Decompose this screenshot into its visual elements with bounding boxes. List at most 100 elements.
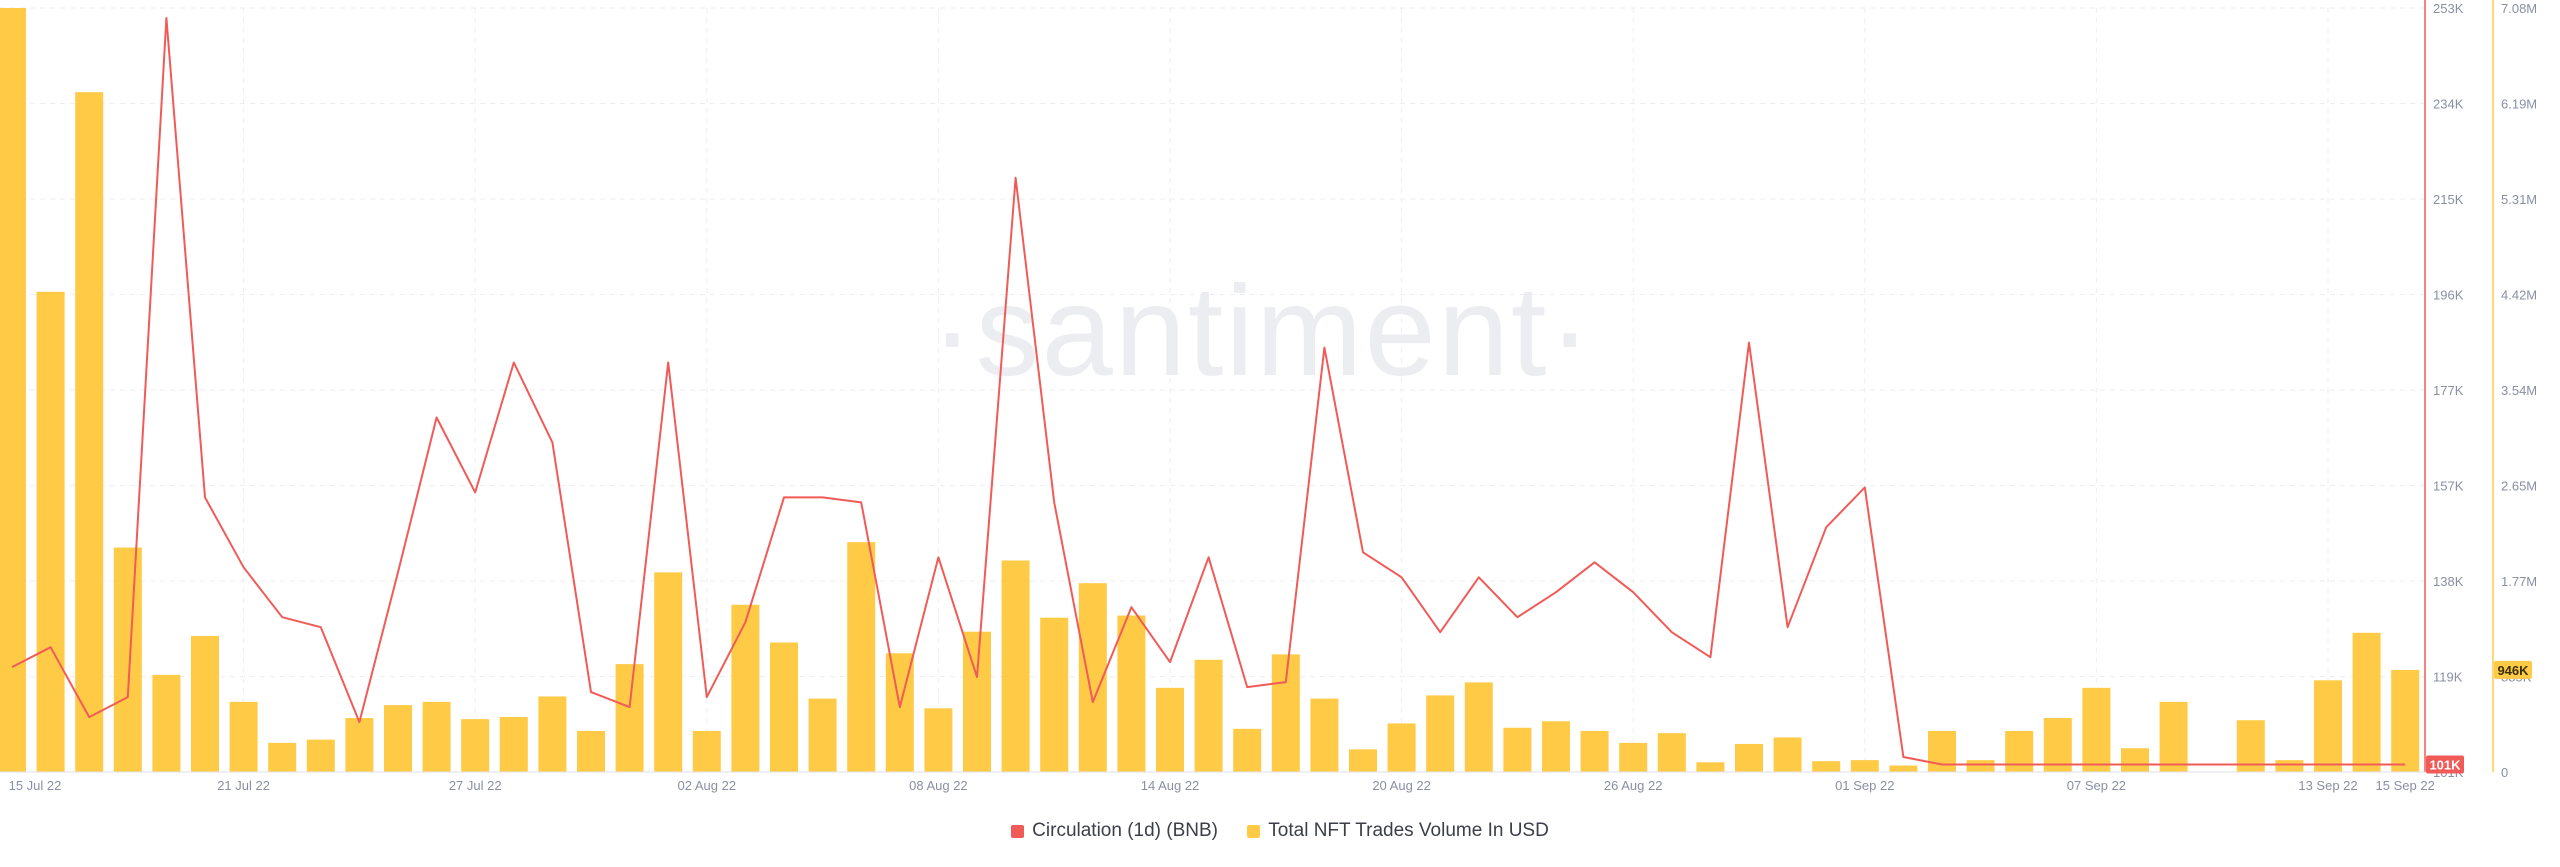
- x-axis-tick-label: 14 Aug 22: [1141, 778, 1200, 793]
- left-axis-tick-label: 234K: [2433, 97, 2464, 112]
- x-axis-tick-label: 21 Jul 22: [217, 778, 270, 793]
- left-axis-tick-label: 138K: [2433, 574, 2464, 589]
- bar-nft-volume: [345, 718, 374, 772]
- bar-nft-volume: [1542, 721, 1570, 772]
- left-axis-tick-label: 253K: [2433, 1, 2464, 16]
- x-axis-tick-label: 13 Sep 22: [2298, 778, 2357, 793]
- x-axis-labels: 15 Jul 22 21 Jul 22 27 Jul 22 02 Aug 22 08 A…: [9, 778, 2435, 793]
- bar-nft-volume: [422, 701, 451, 772]
- bar-nft-volume: [306, 739, 335, 772]
- right-axis-tick-label: 5.31M: [2501, 192, 2537, 207]
- bar-nft-volume: [1773, 737, 1802, 772]
- right-axis-tick-label: 6.19M: [2501, 97, 2537, 112]
- grid-layer: [0, 7, 2425, 773]
- left-axis-tick-label: 196K: [2433, 288, 2464, 303]
- bar-nft-volume: [1503, 727, 1532, 772]
- bar-nft-volume: [268, 742, 297, 772]
- santiment-watermark: ·santiment·: [931, 260, 1593, 403]
- x-axis-tick-label: 02 Aug 22: [678, 778, 737, 793]
- bar-nft-volume: [191, 636, 219, 772]
- bar-nft-volume: [75, 92, 104, 772]
- bar-nft-volume: [1657, 733, 1686, 772]
- bar-nft-volume: [2005, 730, 2034, 772]
- bars-layer: [0, 8, 2420, 772]
- line-circulation: [11, 17, 2406, 766]
- bar-nft-volume: [2043, 718, 2072, 772]
- bar-nft-volume: [384, 705, 412, 772]
- bar-nft-volume: [2121, 748, 2149, 772]
- bar-nft-volume: [1001, 560, 1030, 772]
- bar-nft-volume: [499, 716, 528, 772]
- bar-nft-volume: [2352, 632, 2381, 772]
- bar-nft-volume: [1735, 743, 1763, 772]
- bar-nft-volume: [229, 701, 258, 772]
- left-axis-labels: 101K119K138K157K177K196K215K234K253K: [2433, 1, 2464, 780]
- bar-nft-volume: [615, 664, 644, 772]
- x-axis-tick-label: 27 Jul 22: [449, 778, 502, 793]
- bar-nft-volume: [2314, 680, 2342, 772]
- bar-nft-volume: [1310, 698, 1339, 772]
- left-value-badge: [2426, 755, 2464, 774]
- bar-nft-volume: [1464, 682, 1493, 772]
- bar-nft-volume: [1619, 742, 1648, 772]
- legend-item-circulation[interactable]: Circulation (1d) (BNB): [1011, 820, 1218, 842]
- bar-nft-volume: [847, 542, 876, 772]
- bar-nft-volume: [461, 719, 490, 772]
- bar-nft-volume: [692, 730, 721, 772]
- bar-nft-volume: [1117, 615, 1146, 772]
- bar-nft-volume: [1966, 760, 1995, 772]
- legend-swatch-circulation: [1011, 824, 1025, 838]
- bar-nft-volume: [1349, 749, 1377, 772]
- bar-nft-volume: [1040, 617, 1069, 772]
- bar-nft-volume: [1426, 695, 1455, 772]
- bar-nft-volume: [1580, 730, 1609, 772]
- legend-item-nft-volume[interactable]: Total NFT Trades Volume In USD: [1247, 820, 1549, 842]
- bar-nft-volume: [2159, 701, 2188, 772]
- bar-nft-volume: [963, 631, 991, 772]
- x-axis-tick-label: 07 Sep 22: [2067, 778, 2126, 793]
- x-axis-tick-label: 01 Sep 22: [1835, 778, 1894, 793]
- x-axis-tick-label: 15 Jul 22: [9, 778, 62, 793]
- bar-nft-volume: [654, 572, 683, 772]
- bar-nft-volume: [1928, 730, 1956, 772]
- bar-nft-volume: [538, 696, 567, 772]
- axes-layer: [0, 0, 2494, 773]
- bar-nft-volume: [2082, 687, 2111, 772]
- bar-nft-volume: [577, 730, 605, 772]
- legend-label-nft-volume: Total NFT Trades Volume In USD: [1268, 820, 1549, 841]
- left-axis-tick-label: 215K: [2433, 192, 2464, 207]
- bar-nft-volume: [113, 547, 142, 772]
- left-axis-tick-label: 157K: [2433, 479, 2464, 494]
- bar-nft-volume: [152, 674, 181, 772]
- bar-nft-volume: [1812, 761, 1841, 772]
- line-layer: [11, 17, 2406, 766]
- bar-nft-volume: [1233, 728, 1262, 772]
- right-axis-tick-label: 4.42M: [2501, 288, 2537, 303]
- x-axis-tick-label: 20 Aug 22: [1372, 778, 1431, 793]
- legend: Circulation (1d) (BNB) Total NFT Trades …: [0, 820, 2560, 844]
- right-axis-tick-label: 2.65M: [2501, 479, 2537, 494]
- bar-nft-volume: [1889, 765, 1918, 772]
- right-value-badge: [2494, 660, 2532, 679]
- bar-nft-volume: [1271, 654, 1300, 772]
- bar-nft-volume: [2236, 720, 2265, 772]
- right-axis-tick-label: 0: [2501, 765, 2508, 780]
- bar-nft-volume: [1156, 687, 1184, 772]
- right-axis-tick-label: 3.54M: [2501, 383, 2537, 398]
- bar-nft-volume: [808, 698, 837, 772]
- bar-nft-volume: [1850, 760, 1879, 772]
- left-axis-tick-label: 177K: [2433, 383, 2464, 398]
- value-badges: 101K 946K: [2426, 660, 2532, 774]
- bar-nft-volume: [1194, 659, 1223, 772]
- right-axis-tick-label: 7.08M: [2501, 1, 2537, 16]
- bar-nft-volume: [36, 291, 65, 772]
- right-axis-tick-label: 1.77M: [2501, 574, 2537, 589]
- bar-nft-volume: [1696, 762, 1725, 772]
- bar-nft-volume: [924, 708, 953, 772]
- bar-nft-volume: [1387, 723, 1416, 772]
- bar-nft-volume: [770, 642, 798, 772]
- left-axis-tick-label: 119K: [2433, 670, 2463, 685]
- legend-swatch-nft-volume: [1247, 824, 1261, 838]
